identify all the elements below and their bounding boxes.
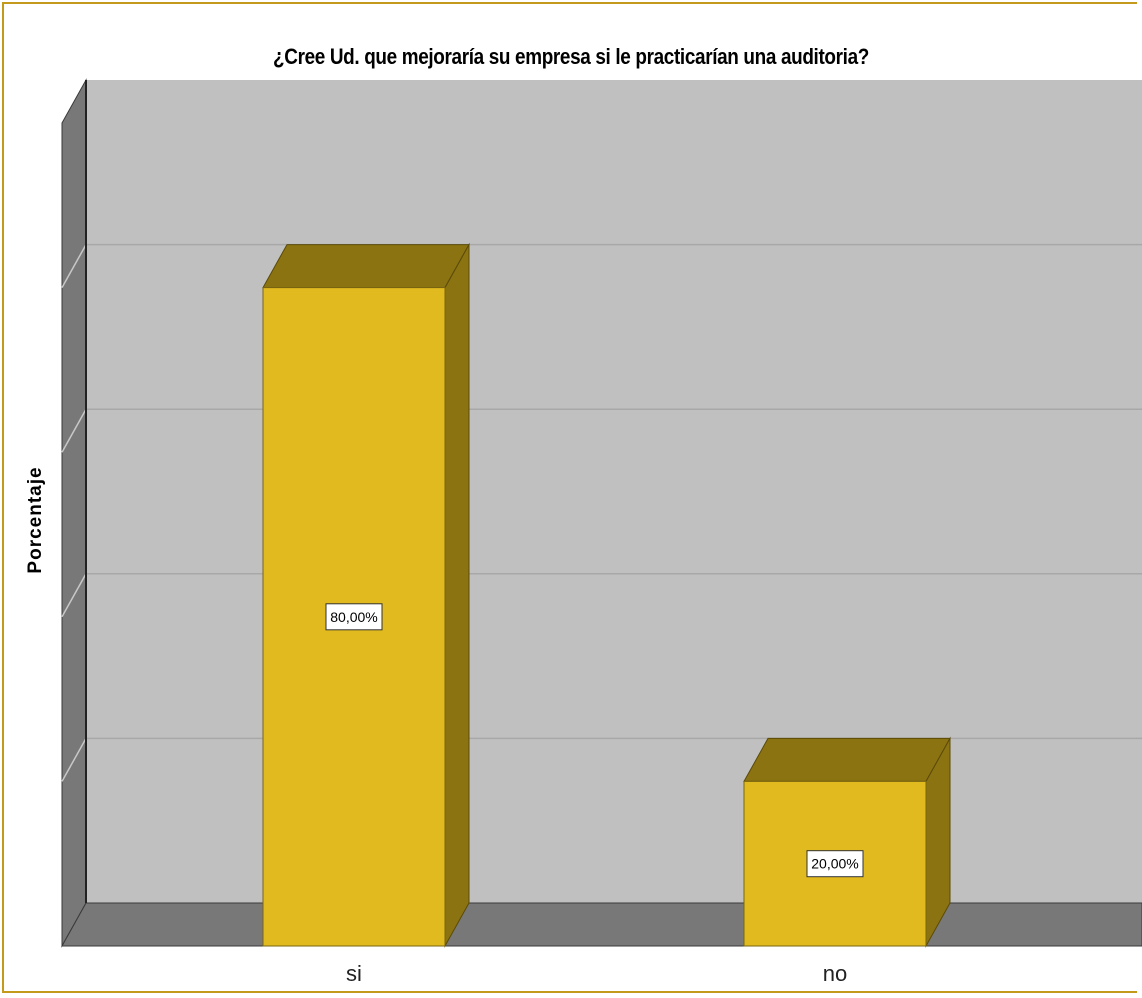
category-labels: si no	[346, 961, 847, 986]
data-label: 80,00%	[330, 609, 377, 625]
left-wall	[61, 78, 87, 948]
data-label-box	[806, 850, 864, 878]
back-wall	[86, 80, 1142, 903]
chart-title: ¿Cree Ud. que mejoraría su empresa si le…	[273, 44, 869, 69]
gridline-wall	[61, 408, 87, 453]
bar-side-face	[444, 242, 470, 948]
data-label: 20,00%	[811, 856, 858, 872]
gridlines	[61, 243, 1142, 782]
category-label-no: no	[823, 961, 847, 986]
gridline-wall	[61, 738, 87, 782]
gridline-wall	[61, 573, 87, 618]
bars: 80,00% 20,00%	[262, 242, 951, 948]
bar-no: 20,00%	[743, 736, 951, 948]
bar-si: 80,00%	[262, 242, 470, 948]
category-label-si: si	[346, 961, 362, 986]
bar-top-face	[262, 244, 470, 289]
data-label-box	[325, 603, 383, 631]
bar-top-face	[743, 737, 951, 782]
gridline-wall	[61, 244, 87, 288]
floor	[61, 902, 1142, 947]
